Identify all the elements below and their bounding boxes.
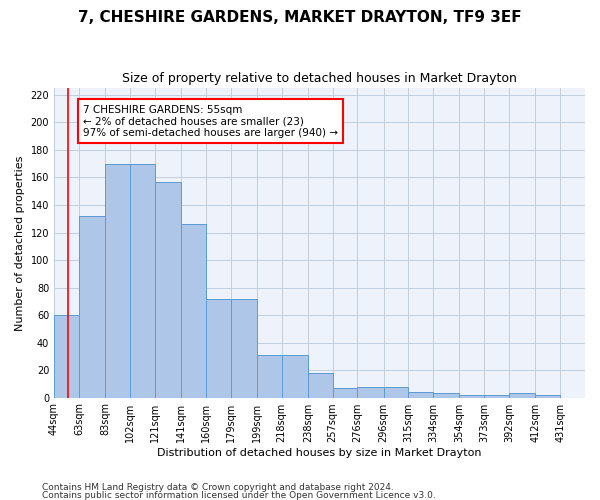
Bar xyxy=(257,355,281,398)
Bar xyxy=(308,373,332,398)
Bar xyxy=(460,395,484,398)
Bar xyxy=(79,216,105,398)
Bar xyxy=(206,298,230,398)
Text: Contains HM Land Registry data © Crown copyright and database right 2024.: Contains HM Land Registry data © Crown c… xyxy=(42,484,394,492)
X-axis label: Distribution of detached houses by size in Market Drayton: Distribution of detached houses by size … xyxy=(157,448,482,458)
Bar xyxy=(105,164,130,398)
Bar xyxy=(181,224,206,398)
Bar xyxy=(409,392,433,398)
Y-axis label: Number of detached properties: Number of detached properties xyxy=(15,155,25,330)
Bar xyxy=(535,395,560,398)
Text: 7 CHESHIRE GARDENS: 55sqm
← 2% of detached houses are smaller (23)
97% of semi-d: 7 CHESHIRE GARDENS: 55sqm ← 2% of detach… xyxy=(83,104,338,138)
Title: Size of property relative to detached houses in Market Drayton: Size of property relative to detached ho… xyxy=(122,72,517,86)
Bar xyxy=(130,164,155,398)
Bar xyxy=(383,386,409,398)
Bar xyxy=(54,315,79,398)
Text: 7, CHESHIRE GARDENS, MARKET DRAYTON, TF9 3EF: 7, CHESHIRE GARDENS, MARKET DRAYTON, TF9… xyxy=(78,10,522,25)
Bar xyxy=(230,298,257,398)
Bar xyxy=(433,394,460,398)
Bar xyxy=(281,355,308,398)
Bar xyxy=(155,182,181,398)
Bar xyxy=(509,394,535,398)
Text: Contains public sector information licensed under the Open Government Licence v3: Contains public sector information licen… xyxy=(42,490,436,500)
Bar xyxy=(332,388,358,398)
Bar xyxy=(358,386,383,398)
Bar xyxy=(484,395,509,398)
